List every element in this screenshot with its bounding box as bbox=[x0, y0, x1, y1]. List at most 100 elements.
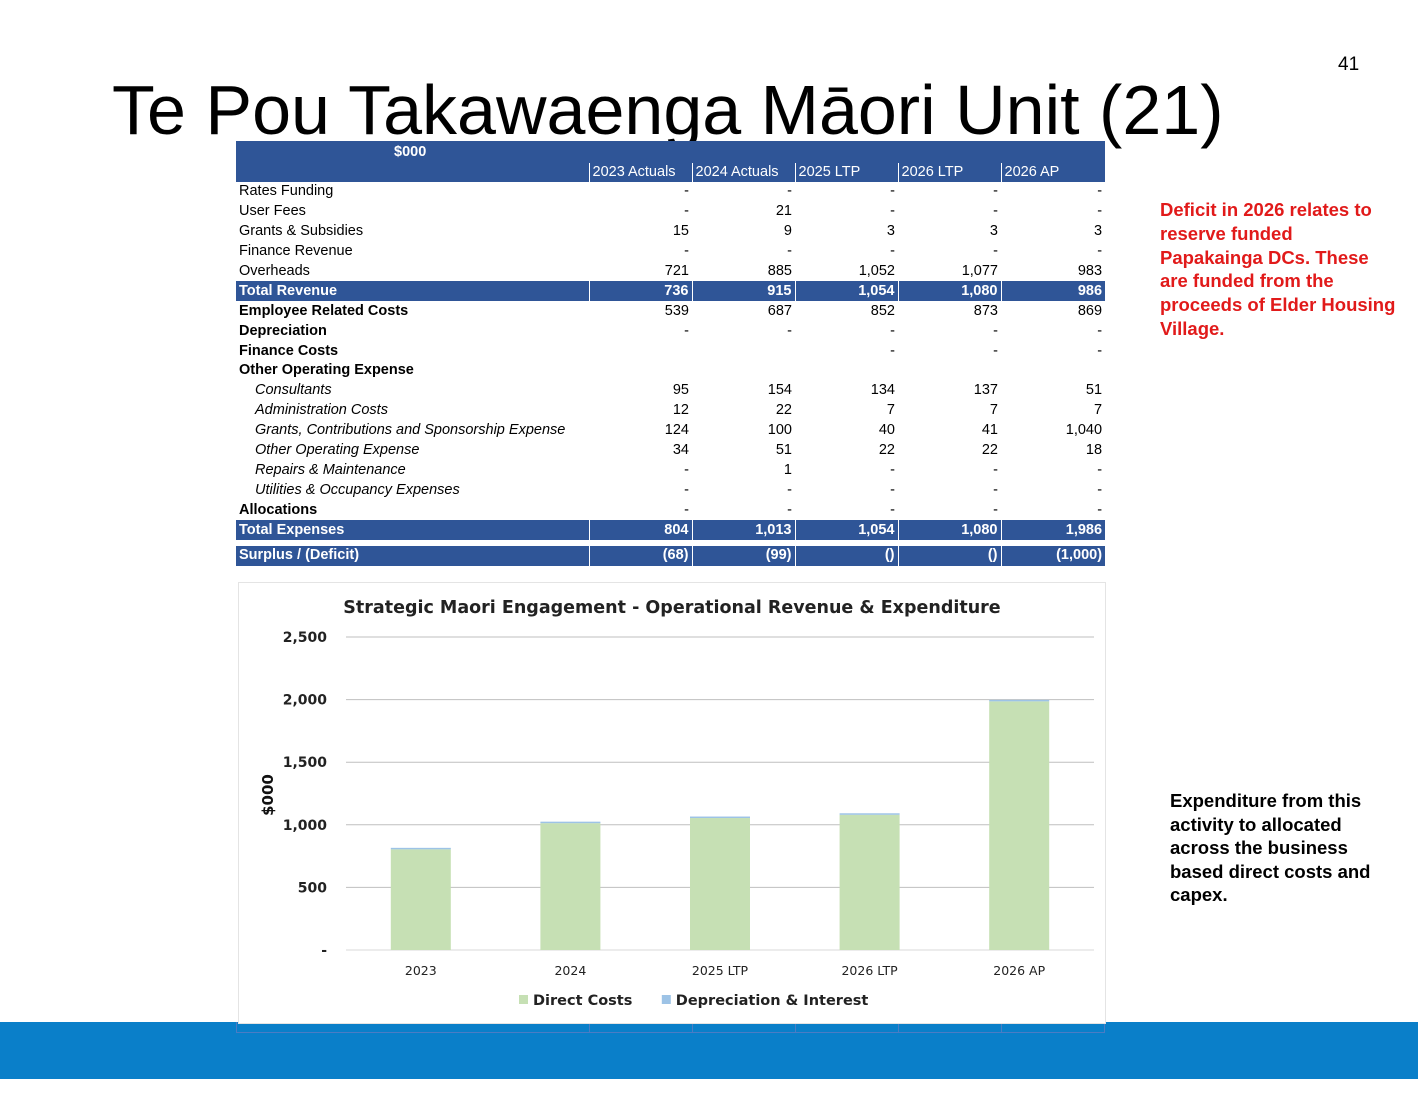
cell-value bbox=[692, 341, 795, 361]
cell-value: - bbox=[684, 203, 689, 220]
legend-label: Depreciation & Interest bbox=[676, 993, 869, 1009]
cell-value: 736 bbox=[588, 281, 692, 302]
table-row: Other Operating Expense 34 51 22 22 18 bbox=[236, 441, 1105, 461]
cell-value: 21 bbox=[775, 203, 792, 220]
table-row: Grants, Contributions and Sponsorship Ex… bbox=[236, 421, 1105, 441]
header-blank bbox=[236, 163, 589, 182]
table-total-row: Total Expenses 804 1,013 1,054 1,080 1,986 bbox=[236, 520, 1106, 541]
cell-value: 1,013 bbox=[691, 520, 795, 541]
cell-value: - bbox=[993, 243, 998, 260]
cell-value: 40 bbox=[878, 422, 895, 439]
cell-value: 134 bbox=[870, 382, 895, 399]
y-tick-label: 500 bbox=[298, 880, 327, 896]
cell-value: 885 bbox=[767, 263, 792, 279]
cell-value: - bbox=[890, 183, 895, 200]
row-label: Total Expenses bbox=[236, 520, 589, 541]
financial-table: $000 2023 Actuals 2024 Actuals 2025 LTP … bbox=[236, 141, 1106, 566]
bar-direct-costs bbox=[390, 849, 451, 950]
y-tick-label: 2,500 bbox=[283, 630, 328, 646]
cell-value: - bbox=[993, 342, 998, 359]
cell-value: - bbox=[787, 481, 792, 498]
cell-value: - bbox=[890, 481, 895, 498]
cell-value: 1,986 bbox=[1000, 520, 1106, 541]
cell-value: 34 bbox=[672, 442, 689, 459]
cell-value: 154 bbox=[767, 382, 792, 399]
x-tick-label: 2024 bbox=[554, 963, 586, 978]
cell-value: 3 bbox=[989, 223, 998, 240]
chart-legend: Direct Costs Depreciation & Interest bbox=[519, 993, 868, 1009]
table-row: Utilities & Occupancy Expenses - - - - - bbox=[236, 480, 1105, 500]
cell-value: - bbox=[1097, 501, 1103, 518]
cell-value: () bbox=[794, 546, 898, 566]
cell-value: - bbox=[993, 183, 998, 200]
row-label: Rates Funding bbox=[239, 183, 334, 200]
row-label: Grants & Subsidies bbox=[239, 223, 364, 240]
cell-value: 1,054 bbox=[794, 281, 898, 302]
row-label: Employee Related Costs bbox=[239, 302, 409, 319]
table-row: User Fees - 21 - - - bbox=[236, 202, 1105, 222]
cell-value: 7 bbox=[886, 402, 895, 419]
table-row: Overheads 721 885 1,052 1,077 983 bbox=[236, 262, 1105, 282]
cell-value: - bbox=[1097, 342, 1103, 359]
table-header-row: 2023 Actuals 2024 Actuals 2025 LTP 2026 … bbox=[236, 163, 1106, 182]
cell-value: 12 bbox=[672, 402, 689, 419]
bar-cap bbox=[989, 699, 1050, 702]
cell-value: 15 bbox=[672, 223, 689, 240]
row-label: Allocations bbox=[239, 501, 318, 518]
bar-direct-costs bbox=[690, 818, 750, 950]
cell-value: (99) bbox=[691, 546, 795, 566]
cell-value: (1,000) bbox=[1000, 546, 1106, 566]
x-tick-labels: 2023 2024 2025 LTP 2026 LTP 2026 AP bbox=[405, 963, 1046, 978]
slide-title: Te Pou Takawaenga Māori Unit (21) bbox=[112, 71, 1224, 149]
row-label: Repairs & Maintenance bbox=[255, 461, 406, 478]
cell-value: - bbox=[787, 501, 792, 518]
row-label: Grants, Contributions and Sponsorship Ex… bbox=[255, 422, 566, 439]
row-label: Surplus / (Deficit) bbox=[236, 546, 589, 566]
cell-value: 41 bbox=[981, 422, 998, 439]
table-row: Repairs & Maintenance - 1 - - - bbox=[236, 460, 1105, 480]
cell-value bbox=[898, 361, 1001, 381]
cell-value: 100 bbox=[767, 422, 792, 439]
cell-value: 51 bbox=[775, 442, 792, 459]
bar-direct-costs bbox=[839, 814, 900, 950]
cell-value: - bbox=[1097, 243, 1103, 260]
x-tick-label: 2023 bbox=[405, 963, 437, 978]
table-row: Employee Related Costs 539 687 852 873 869 bbox=[236, 301, 1105, 321]
x-tick-label: 2026 AP bbox=[993, 963, 1045, 978]
cell-value: - bbox=[890, 342, 895, 359]
cell-value: 22 bbox=[981, 442, 998, 459]
revenue-expenditure-chart: Strategic Maori Engagement - Operational… bbox=[238, 582, 1106, 1024]
cell-value: 869 bbox=[1077, 302, 1103, 319]
bar-cap bbox=[839, 813, 900, 815]
bar-cap bbox=[690, 816, 750, 819]
y-tick-label: 1,000 bbox=[283, 818, 328, 834]
cell-value: 1,052 bbox=[858, 263, 895, 279]
cell-value: 1 bbox=[783, 461, 792, 478]
cell-value: (68) bbox=[588, 546, 692, 566]
page-number: 41 bbox=[1338, 54, 1360, 75]
cell-value: 1,040 bbox=[1065, 422, 1103, 439]
bar-direct-costs bbox=[989, 701, 1050, 950]
cell-value: 983 bbox=[1077, 263, 1103, 279]
cell-value: 22 bbox=[878, 442, 895, 459]
cell-value: 9 bbox=[783, 223, 792, 240]
cell-value bbox=[589, 361, 692, 381]
column-header: 2025 LTP bbox=[794, 163, 898, 182]
bar-cap bbox=[540, 821, 601, 824]
cell-value: 915 bbox=[691, 281, 795, 302]
cell-value: 539 bbox=[664, 302, 689, 319]
cell-value: - bbox=[1097, 481, 1103, 498]
cell-value: - bbox=[787, 322, 792, 339]
row-label: Other Operating Expense bbox=[239, 362, 414, 379]
cell-value: 1,077 bbox=[961, 263, 998, 279]
expenditure-note: Expenditure from this activity to alloca… bbox=[1170, 790, 1371, 905]
chart-title: Strategic Maori Engagement - Operational… bbox=[343, 598, 1001, 618]
table-total-row: Surplus / (Deficit) (68) (99)()() (1,000) bbox=[236, 546, 1106, 566]
table-row: Allocations - - - - - bbox=[236, 500, 1105, 520]
cell-value: 22 bbox=[775, 402, 792, 419]
cell-value: 804 bbox=[588, 520, 692, 541]
table-row: Administration Costs 12 22 7 7 7 bbox=[236, 401, 1105, 421]
legend-swatch bbox=[661, 995, 671, 1004]
row-label: Total Revenue bbox=[236, 281, 589, 302]
cell-value: 51 bbox=[1085, 382, 1103, 399]
